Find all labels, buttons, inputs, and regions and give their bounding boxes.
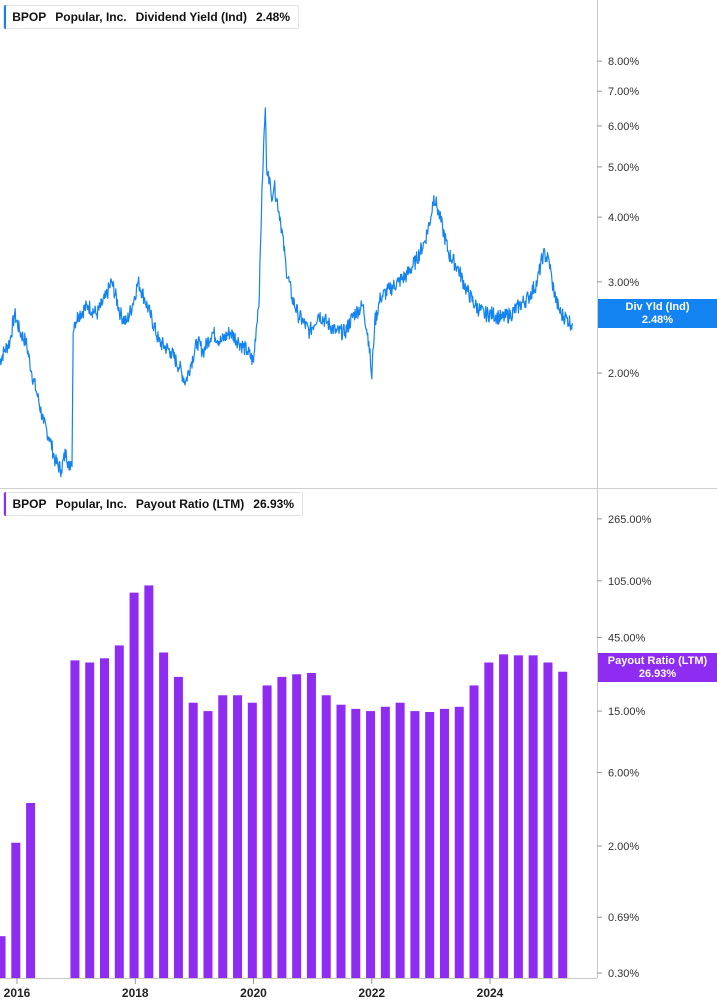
payout-bar [11, 842, 21, 978]
payout-bar [513, 655, 523, 978]
ytick-label: 2.00% [608, 841, 639, 853]
y-axis-ticks: 8.00% 7.00% 6.00% 5.00% 4.00% 3.00% 2.00% 265.0… [597, 56, 652, 980]
ytick-label: 15.00% [608, 706, 646, 718]
payout-bar [0, 936, 6, 978]
ytick-label: 0.69% [608, 912, 639, 924]
payout-bar [85, 662, 95, 978]
legend-value: 2.48% [255, 10, 290, 24]
legend-ticker: BPOP [12, 497, 47, 511]
payout-bar [277, 676, 287, 978]
dividend-yield-line [0, 107, 574, 478]
payout-ratio-panel [0, 585, 568, 978]
ytick-label: 265.00% [608, 514, 652, 526]
payout-bar [351, 708, 361, 978]
payout-bar [439, 708, 449, 978]
payout-bar [395, 702, 405, 978]
legend-metric: Dividend Yield (Ind) [135, 10, 247, 24]
payout-bar [336, 704, 346, 978]
badge-label: Payout Ratio (LTM) [607, 655, 708, 667]
payout-bar [26, 803, 36, 978]
legend-ticker: BPOP [12, 10, 47, 24]
legend-company: Popular, Inc. [55, 497, 127, 511]
payout-bar [484, 662, 494, 978]
payout-bar [380, 706, 390, 978]
x-axis-ticks: 2016 2018 2020 2022 2024 [4, 978, 504, 1000]
payout-bar [558, 671, 568, 978]
ytick-label: 6.00% [608, 121, 639, 133]
ytick-label: 5.00% [608, 162, 639, 174]
payout-bar [262, 685, 272, 978]
payout-ratio-badge: Payout Ratio (LTM) 26.93% [598, 653, 717, 682]
legend-swatch [4, 5, 7, 29]
payout-bar [100, 658, 110, 978]
ytick-label: 105.00% [608, 576, 652, 588]
xtick-label: 2022 [358, 986, 385, 1000]
legend-value: 26.93% [253, 497, 294, 511]
axis-lines [0, 0, 717, 979]
payout-bar [543, 662, 553, 978]
ytick-label: 45.00% [608, 633, 646, 645]
ytick-label: 3.00% [608, 277, 639, 289]
payout-bar [425, 711, 435, 978]
payout-bar [292, 674, 302, 978]
xtick-label: 2018 [122, 986, 149, 1000]
payout-bar [173, 676, 183, 978]
xtick-label: 2024 [477, 986, 504, 1000]
ytick-label: 8.00% [608, 56, 639, 68]
payout-bar [159, 652, 169, 978]
payout-bar [144, 585, 154, 978]
payout-bar [247, 702, 257, 978]
payout-bar [410, 711, 420, 978]
ytick-label: 6.00% [608, 767, 639, 779]
payout-bar [499, 654, 509, 978]
payout-bar [306, 672, 316, 978]
xtick-label: 2016 [4, 986, 31, 1000]
ytick-label: 0.30% [608, 968, 639, 980]
badge-label: Div Yld (Ind) [625, 301, 690, 313]
payout-bar [114, 645, 124, 978]
dividend-yield-legend: BPOP Popular, Inc. Dividend Yield (Ind) … [3, 5, 299, 29]
legend-metric: Payout Ratio (LTM) [135, 497, 245, 511]
payout-bar [528, 655, 538, 978]
dividend-yield-badge: Div Yld (Ind) 2.48% [598, 299, 717, 328]
payout-bar [188, 702, 198, 978]
badge-value: 26.93% [638, 668, 677, 680]
payout-bar [129, 592, 139, 978]
payout-bar [366, 711, 376, 978]
legend-company: Popular, Inc. [55, 10, 127, 24]
payout-bar [469, 685, 479, 978]
ytick-label: 2.00% [608, 368, 639, 380]
badge-value: 2.48% [641, 314, 674, 326]
payout-ratio-legend: BPOP Popular, Inc. Payout Ratio (LTM) 26… [3, 492, 303, 516]
payout-bar [321, 695, 331, 978]
payout-bar [70, 660, 80, 978]
payout-bar [203, 711, 213, 978]
ytick-label: 7.00% [608, 86, 639, 98]
payout-bar [218, 695, 228, 978]
dividend-yield-panel [0, 107, 574, 478]
payout-bar [233, 695, 243, 978]
legend-swatch [4, 492, 7, 516]
ytick-label: 4.00% [608, 212, 639, 224]
payout-bar [454, 706, 464, 978]
xtick-label: 2020 [240, 986, 267, 1000]
